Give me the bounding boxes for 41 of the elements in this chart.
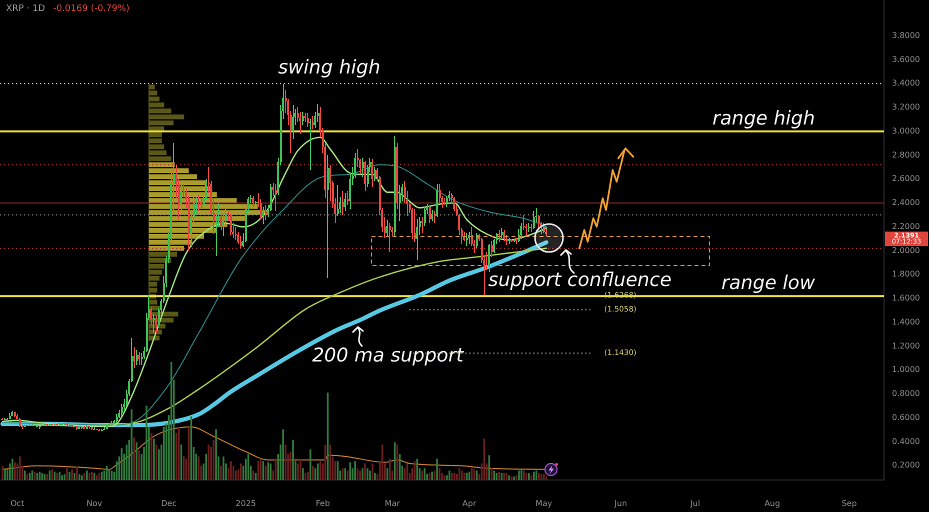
- x-tick-label: Apr: [462, 498, 477, 508]
- annotation: swing high: [278, 56, 380, 79]
- y-tick-label: 0.4000: [892, 436, 920, 446]
- ref-line-label: range high: [712, 107, 816, 130]
- text: -0.0169 (-0.79%): [53, 4, 130, 14]
- y-tick-label: 2.8000: [892, 150, 920, 160]
- y-tick-label: 1.6000: [892, 294, 920, 303]
- x-tick-label: Dec: [161, 498, 177, 508]
- x-tick-label: Mar: [384, 498, 401, 508]
- y-tick-label: 2.6000: [892, 174, 920, 184]
- x-tick-label: Feb: [316, 498, 330, 508]
- x-tick-label: May: [536, 498, 552, 508]
- annotation: 200 ma support: [312, 344, 466, 366]
- y-tick-label: 1.0000: [892, 365, 920, 374]
- x-tick-label: Nov: [86, 498, 102, 508]
- y-tick-label: 3.2000: [892, 102, 920, 112]
- y-tick-label: 1.2000: [892, 341, 920, 350]
- candlestick: [235, 227, 237, 240]
- candlestick: [309, 119, 311, 170]
- y-tick-label: 2.2000: [892, 222, 920, 231]
- y-tick-label: 2.0000: [892, 246, 920, 255]
- ref-line-label: range low: [721, 272, 816, 294]
- text: XRP · 1D: [6, 4, 46, 14]
- x-tick-label: Sep: [842, 498, 857, 508]
- y-tick-label: 3.4000: [892, 78, 920, 88]
- y-tick-label: 3.0000: [892, 126, 920, 136]
- y-tick-label: 3.6000: [892, 54, 920, 64]
- y-tick-label: 0.8000: [892, 389, 920, 398]
- y-tick-label: 2.4000: [892, 198, 920, 208]
- x-tick-label: Jul: [689, 498, 700, 508]
- x-tick-label: Oct: [10, 498, 24, 508]
- x-tick-label: Aug: [764, 498, 780, 508]
- annotation: support confluence: [488, 268, 672, 291]
- y-tick-label: 0.6000: [892, 412, 920, 422]
- y-tick-label: 1.8000: [892, 270, 920, 279]
- y-tick-label: 0.2000: [892, 460, 920, 470]
- x-tick-label: Jun: [614, 498, 628, 508]
- y-tick-label: 1.4000: [892, 317, 920, 326]
- candlestick: [198, 195, 200, 211]
- y-tick-label: 3.8000: [892, 30, 920, 40]
- x-tick-label: 2025: [236, 498, 256, 508]
